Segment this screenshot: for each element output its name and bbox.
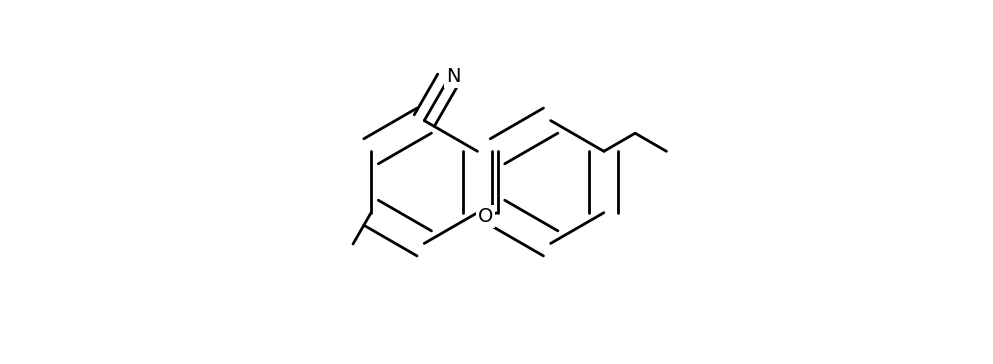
Text: N: N [446,67,461,86]
Text: O: O [478,207,494,226]
